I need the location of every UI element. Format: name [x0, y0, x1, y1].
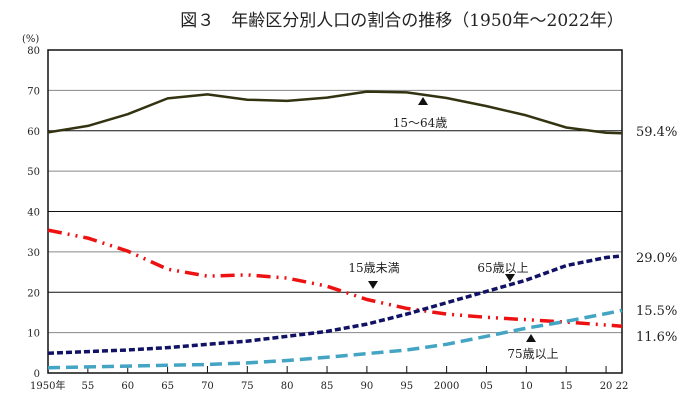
triangle-up-marker: [418, 97, 428, 105]
x-tick-label: 15: [560, 381, 573, 392]
series-line: [47, 90, 623, 135]
triangle-up-marker: [526, 334, 536, 342]
series-line: [47, 254, 623, 355]
series-label: 65歳以上: [477, 261, 528, 275]
x-tick-label: 75: [241, 381, 254, 392]
x-tick-label: 55: [81, 381, 94, 392]
y-tick-label: 80: [27, 46, 40, 57]
x-tick-label: 1950年: [30, 379, 65, 392]
y-tick-label: 50: [27, 167, 40, 178]
x-tick-label: 10: [520, 381, 533, 392]
x-tick-label: 90: [361, 381, 374, 392]
x-tick-label: 65: [161, 381, 174, 392]
triangle-down-marker: [368, 281, 378, 289]
y-tick-label: 20: [27, 288, 40, 299]
series-line: [47, 308, 623, 370]
y-tick-label: 60: [27, 127, 40, 138]
end-value-label: 29.0%: [636, 251, 677, 266]
x-tick-label: 80: [281, 381, 294, 392]
x-tick-label: 20: [600, 381, 613, 392]
y-tick-label: 0: [34, 369, 40, 380]
y-tick-label: 30: [27, 248, 40, 259]
x-tick-label: 05: [480, 381, 493, 392]
x-tick-label: 2000: [434, 381, 459, 392]
end-value-label: 11.6%: [636, 330, 677, 345]
end-value-label: 59.4%: [636, 125, 677, 140]
x-tick-label: 70: [201, 381, 214, 392]
series-label: 15歳未満: [348, 261, 399, 275]
x-tick-label: 60: [121, 381, 134, 392]
series-line: [47, 228, 623, 328]
x-tick-label: 95: [400, 381, 413, 392]
x-tick-label: 22: [616, 381, 629, 392]
series-label: 75歳以上: [507, 347, 558, 361]
x-tick-label: 85: [321, 381, 334, 392]
y-tick-label: 40: [27, 208, 40, 219]
series-label: 15～64歳: [393, 116, 448, 130]
y-tick-label: 70: [27, 86, 40, 97]
end-value-label: 15.5%: [636, 304, 677, 319]
triangle-down-marker: [505, 274, 515, 282]
y-axis-label: (%): [22, 34, 39, 45]
y-tick-label: 10: [27, 329, 40, 340]
chart-title: 図３ 年齢区分別人口の割合の推移（1950年～2022年）: [180, 11, 624, 31]
plot-frame: [47, 49, 623, 374]
